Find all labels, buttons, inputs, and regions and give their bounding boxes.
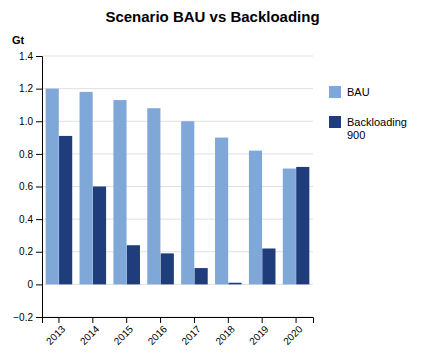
- bar: [296, 167, 309, 284]
- x-tick: 2019: [247, 317, 271, 347]
- y-tick: 0.6: [19, 181, 42, 192]
- legend-swatch: [329, 86, 341, 98]
- y-tick-mark: [36, 252, 42, 253]
- x-tick-label: 2013: [44, 323, 68, 347]
- grid: [42, 56, 313, 317]
- bars: [46, 89, 310, 285]
- bar: [262, 248, 275, 284]
- y-tick-mark: [36, 89, 42, 90]
- y-tick: 0: [27, 279, 42, 290]
- bar: [127, 245, 140, 284]
- x-tick-label: 2016: [146, 323, 170, 347]
- x-tick-label: 2015: [112, 323, 136, 347]
- y-tick-label: −0.2: [13, 312, 33, 323]
- y-tick-label: 0: [27, 279, 33, 290]
- legend: BAU Backloading900: [329, 86, 407, 141]
- series: [59, 136, 309, 284]
- y-axis: −0.2 0 0.2 0.4 0.6 0.8 1.0 1.2 1.4: [13, 51, 42, 323]
- y-tick-label: 1.2: [19, 83, 33, 94]
- y-axis-line: [36, 57, 43, 318]
- x-axis: 2013 2014 2015 2016 2017 2018 2019 2020: [43, 317, 314, 347]
- x-tick-mark: [126, 317, 127, 323]
- x-tick: 2018: [213, 317, 237, 347]
- bar: [215, 138, 228, 285]
- bar: [93, 187, 106, 285]
- y-tick-label: 1.4: [19, 51, 33, 62]
- grid-line: [42, 56, 313, 57]
- series: [46, 89, 296, 285]
- x-tick-label: 2018: [213, 323, 237, 347]
- y-tick-mark: [36, 121, 42, 122]
- y-tick-mark: [36, 56, 42, 57]
- y-tick: 1.2: [19, 83, 42, 94]
- x-tick-mark: [262, 317, 263, 323]
- legend-item: Backloading900: [329, 116, 407, 141]
- x-axis-line: [43, 318, 314, 324]
- y-tick-label: 1.0: [19, 116, 33, 127]
- y-tick-mark: [36, 154, 42, 155]
- bar: [46, 89, 59, 285]
- x-tick-mark: [228, 317, 229, 323]
- x-tick-label: 2017: [179, 323, 203, 347]
- x-tick: 2013: [44, 317, 68, 347]
- bar: [59, 136, 72, 284]
- bar: [228, 283, 241, 285]
- x-tick: 2016: [146, 317, 170, 347]
- x-tick-label: 2020: [281, 323, 305, 347]
- x-tick-label: 2014: [78, 323, 102, 347]
- x-tick: 2015: [112, 317, 136, 347]
- legend-label: Backloading900: [347, 116, 407, 141]
- x-tick-mark: [296, 317, 297, 323]
- y-tick: 1.4: [19, 51, 42, 62]
- y-tick-label: 0.4: [19, 214, 33, 225]
- chart: Scenario BAU vs Backloading −0.2 0 0.2 0.4 0.…: [0, 0, 425, 363]
- y-label: Gt: [12, 34, 25, 46]
- bar: [80, 92, 93, 284]
- x-tick: 2017: [179, 317, 203, 347]
- bar: [147, 108, 160, 284]
- y-tick: −0.2: [13, 312, 42, 323]
- bar: [113, 100, 126, 284]
- y-tick: 0.4: [19, 214, 42, 225]
- y-tick-mark: [36, 284, 42, 285]
- bar: [181, 121, 194, 284]
- bar: [283, 169, 296, 285]
- y-tick-mark: [36, 317, 42, 318]
- title: Scenario BAU vs Backloading: [105, 8, 319, 25]
- y-tick-mark: [36, 187, 42, 188]
- bar: [249, 151, 262, 285]
- bar: [161, 253, 174, 284]
- x-tick-mark: [58, 317, 59, 323]
- x-tick: 2014: [78, 317, 102, 347]
- x-tick-mark: [92, 317, 93, 323]
- legend-label: BAU: [347, 86, 370, 98]
- y-tick: 1.0: [19, 116, 42, 127]
- bar: [195, 268, 208, 284]
- x-tick-mark: [160, 317, 161, 323]
- x-tick: 2020: [281, 317, 305, 347]
- x-tick-label: 2019: [247, 323, 271, 347]
- y-tick-label: 0.6: [19, 181, 33, 192]
- x-tick-mark: [194, 317, 195, 323]
- grid-line: [42, 88, 313, 89]
- y-tick-label: 0.2: [19, 246, 33, 257]
- y-tick: 0.2: [19, 246, 42, 257]
- y-tick-label: 0.8: [19, 149, 33, 160]
- legend-item: BAU: [329, 86, 370, 98]
- legend-swatch: [329, 116, 341, 128]
- y-tick: 0.8: [19, 149, 42, 160]
- y-tick-mark: [36, 219, 42, 220]
- plot: −0.200.20.40.60.81.01.21.420132014201520…: [13, 51, 313, 347]
